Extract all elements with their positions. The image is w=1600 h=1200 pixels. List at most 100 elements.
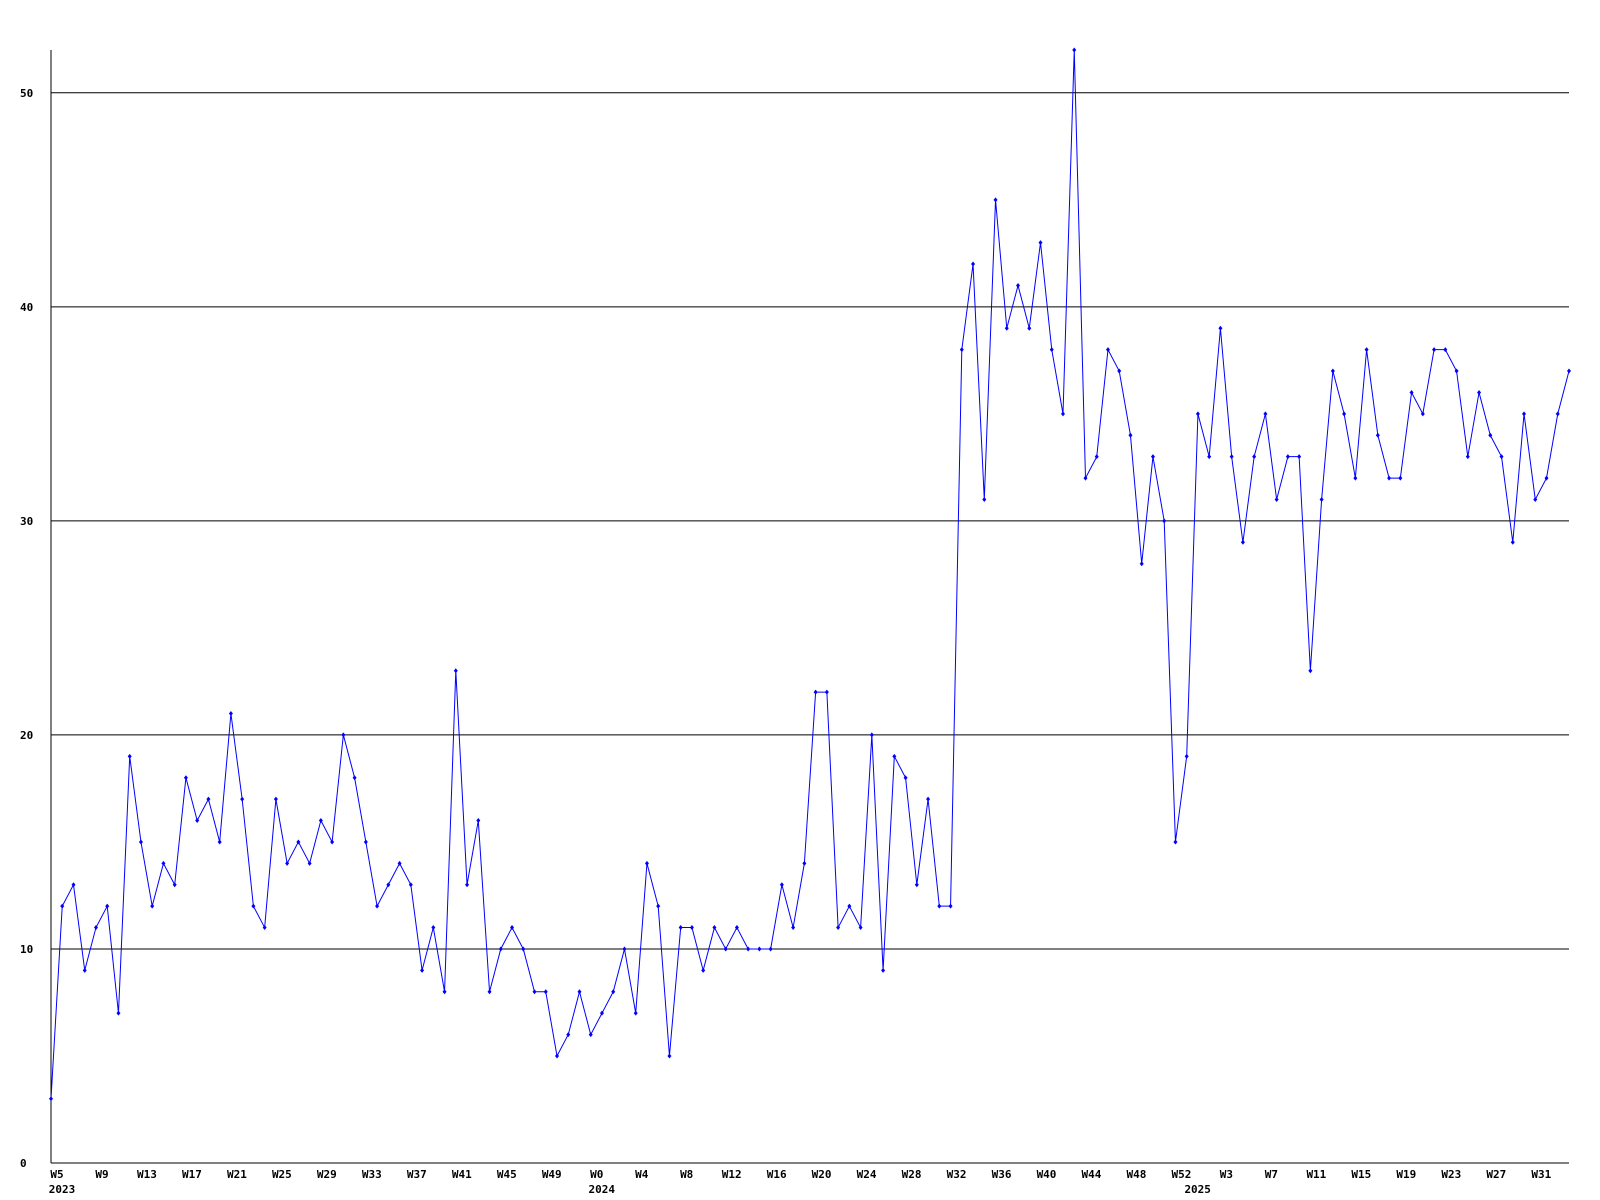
data-point: [914, 882, 919, 888]
data-point: [543, 989, 548, 995]
data-point: [1522, 411, 1527, 417]
data-point: [49, 1096, 53, 1102]
data-point: [453, 668, 458, 674]
data-point: [498, 946, 503, 952]
data-point: [599, 1010, 604, 1016]
data-point: [858, 925, 863, 931]
data-point: [1083, 475, 1088, 481]
data-point: [813, 689, 818, 695]
data-point: [566, 1032, 571, 1038]
x-tick-label: W12: [722, 1168, 742, 1181]
data-point: [330, 839, 335, 845]
data-point: [510, 925, 515, 931]
data-line: [50, 49, 1570, 1099]
y-tick-label: 30: [20, 515, 33, 528]
x-tick-label: W49: [542, 1168, 562, 1181]
data-point: [217, 839, 222, 845]
data-point: [1038, 240, 1043, 246]
data-point: [847, 903, 852, 909]
data-point: [971, 261, 976, 267]
data-point: [183, 775, 188, 781]
x-tick-label: W31: [1531, 1168, 1551, 1181]
data-point: [465, 882, 470, 888]
x-tick-label: W52: [1172, 1168, 1192, 1181]
data-point: [431, 925, 436, 931]
x-tick-label: W28: [902, 1168, 922, 1181]
data-point: [779, 882, 784, 888]
data-point: [903, 775, 908, 781]
data-point: [1274, 496, 1279, 502]
data-point: [1004, 325, 1009, 331]
x-tick-label: W33: [362, 1168, 382, 1181]
data-point: [1139, 561, 1144, 567]
data-point: [82, 967, 87, 973]
x-tick-label: W32: [947, 1168, 967, 1181]
data-point: [1285, 454, 1290, 460]
data-point: [1364, 347, 1369, 353]
data-point: [723, 946, 728, 952]
data-point: [948, 903, 953, 909]
data-point: [588, 1032, 593, 1038]
data-point: [577, 989, 582, 995]
x-tick-label: W17: [182, 1168, 202, 1181]
data-point: [993, 197, 998, 203]
data-point: [1567, 368, 1571, 374]
data-point: [105, 903, 110, 909]
data-point: [1398, 475, 1403, 481]
data-point: [1218, 325, 1223, 331]
data-point: [1342, 411, 1347, 417]
data-point: [150, 903, 155, 909]
data-point: [746, 946, 751, 952]
data-point: [285, 860, 290, 866]
data-point: [420, 967, 425, 973]
data-point: [802, 860, 807, 866]
data-point: [1027, 325, 1032, 331]
data-point: [408, 882, 413, 888]
data-point: [521, 946, 526, 952]
y-tick-label: 20: [20, 729, 33, 742]
data-point: [757, 946, 762, 952]
data-point: [195, 818, 200, 824]
x-tick-label: W20: [812, 1168, 832, 1181]
data-point: [1207, 454, 1212, 460]
data-point: [982, 496, 987, 502]
data-point: [1499, 454, 1504, 460]
data-point: [1465, 454, 1470, 460]
x-group-label: 2024: [588, 1183, 615, 1196]
x-tick-label: W24: [857, 1168, 877, 1181]
data-point: [1510, 539, 1515, 545]
data-point: [1454, 368, 1459, 374]
x-tick-label: W36: [992, 1168, 1012, 1181]
x-tick-label: W13: [137, 1168, 157, 1181]
data-point: [1555, 411, 1560, 417]
x-tick-label: W9: [95, 1168, 108, 1181]
data-point: [1240, 539, 1245, 545]
data-point: [318, 818, 323, 824]
data-point: [341, 732, 346, 738]
data-point: [1173, 839, 1178, 845]
x-tick-label: W7: [1265, 1168, 1278, 1181]
data-point: [1443, 347, 1448, 353]
data-point: [1330, 368, 1335, 374]
y-tick-label: 0: [20, 1157, 27, 1170]
x-tick-label: W15: [1351, 1168, 1371, 1181]
data-point: [386, 882, 391, 888]
data-point: [1072, 47, 1077, 53]
data-point: [240, 796, 245, 802]
x-tick-label: W37: [407, 1168, 427, 1181]
data-point: [296, 839, 301, 845]
x-tick-label: W44: [1082, 1168, 1102, 1181]
data-point: [1409, 389, 1414, 395]
data-point: [397, 860, 402, 866]
x-tick-label: W27: [1486, 1168, 1506, 1181]
data-point: [937, 903, 942, 909]
data-point: [712, 925, 717, 931]
data-point: [1488, 432, 1493, 438]
data-point: [1229, 454, 1234, 460]
data-point: [1162, 518, 1167, 524]
x-group-label: 2025: [1184, 1183, 1211, 1196]
data-point: [307, 860, 312, 866]
y-tick-label: 10: [20, 943, 33, 956]
data-point: [487, 989, 492, 995]
data-point: [622, 946, 627, 952]
